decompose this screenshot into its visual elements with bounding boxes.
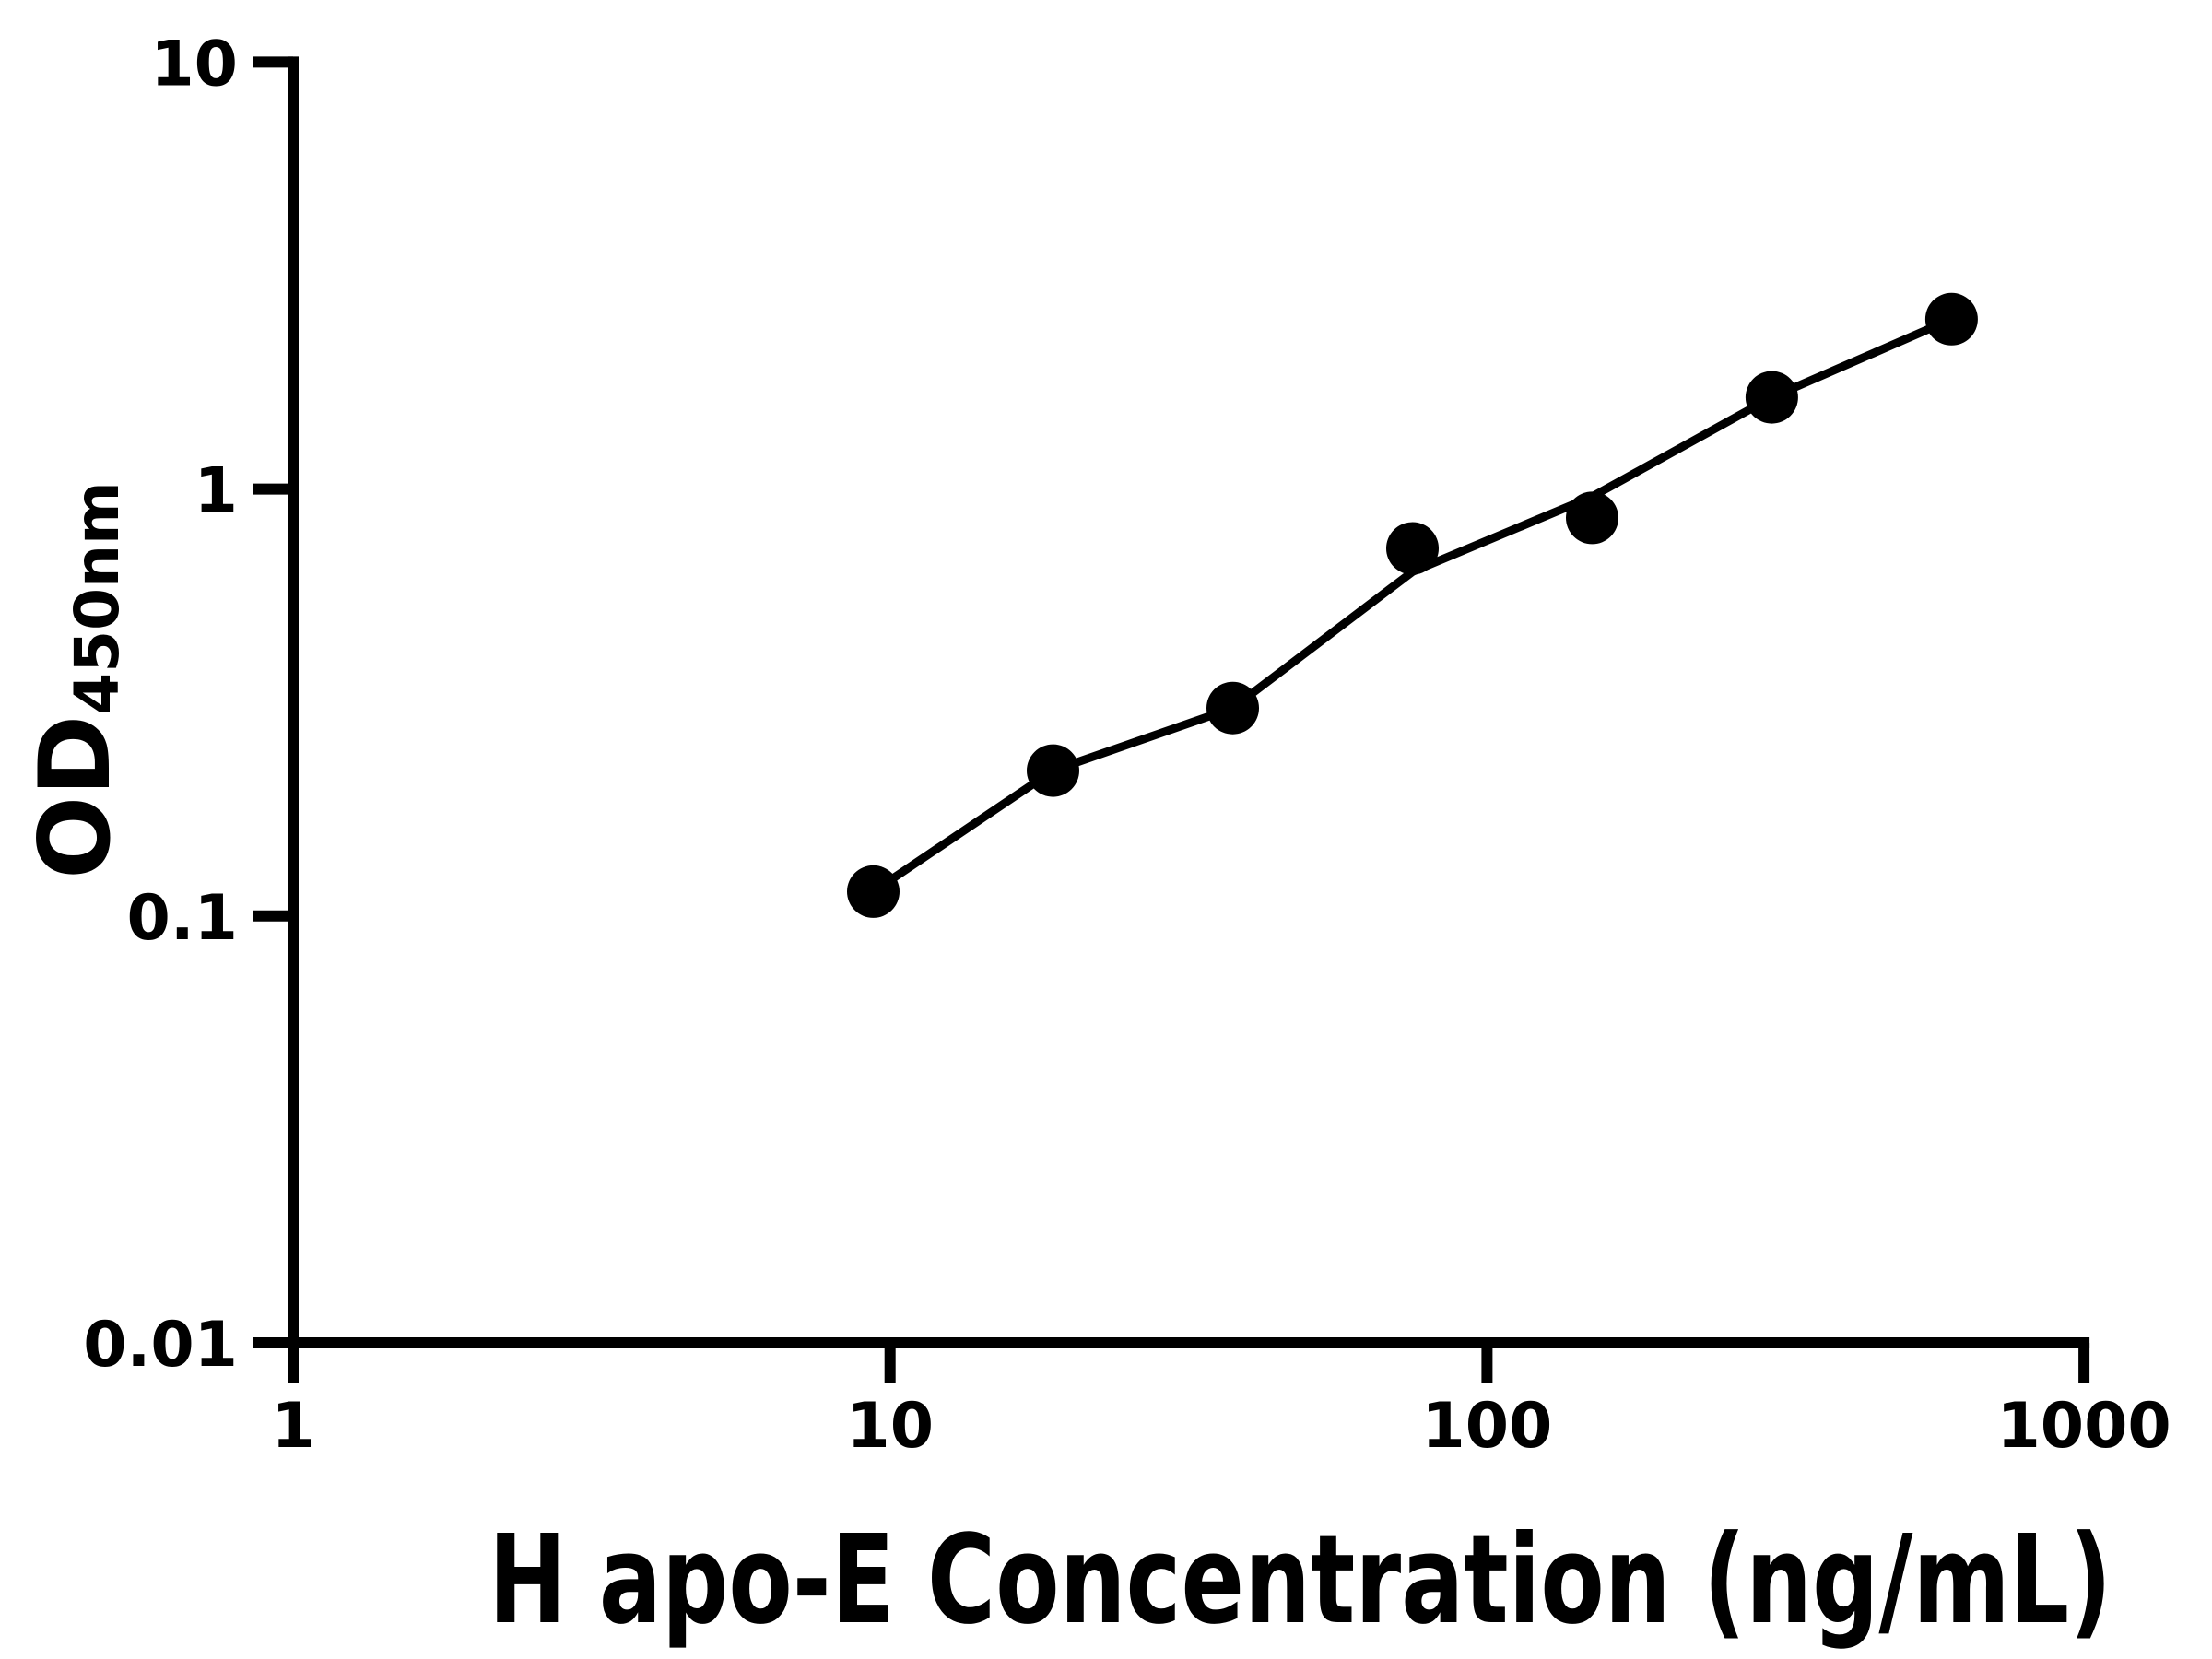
x-tick-label: 1	[271, 1390, 314, 1463]
y-axis-title-subscript: 450nm	[62, 481, 133, 715]
data-point	[1924, 292, 1978, 346]
data-point	[1027, 744, 1079, 797]
y-axis-title: OD450nm	[18, 481, 133, 879]
data-point	[1206, 681, 1259, 735]
data-point	[1566, 491, 1618, 545]
data-point	[1745, 371, 1798, 424]
data-point	[1386, 522, 1439, 575]
y-axis-title-main: OD	[18, 714, 132, 879]
x-tick-label: 10	[846, 1390, 934, 1463]
y-tick-label: 0.01	[83, 1309, 238, 1382]
data-point	[847, 865, 900, 918]
y-tick-label: 1	[194, 455, 238, 528]
y-tick-label: 0.1	[127, 882, 238, 955]
x-axis-title: H apo-E Concentration (ng/mL)	[488, 1510, 2112, 1652]
x-tick-label: 100	[1421, 1390, 1552, 1463]
x-tick-label: 1000	[1996, 1390, 2171, 1463]
y-tick-label: 10	[150, 28, 238, 100]
